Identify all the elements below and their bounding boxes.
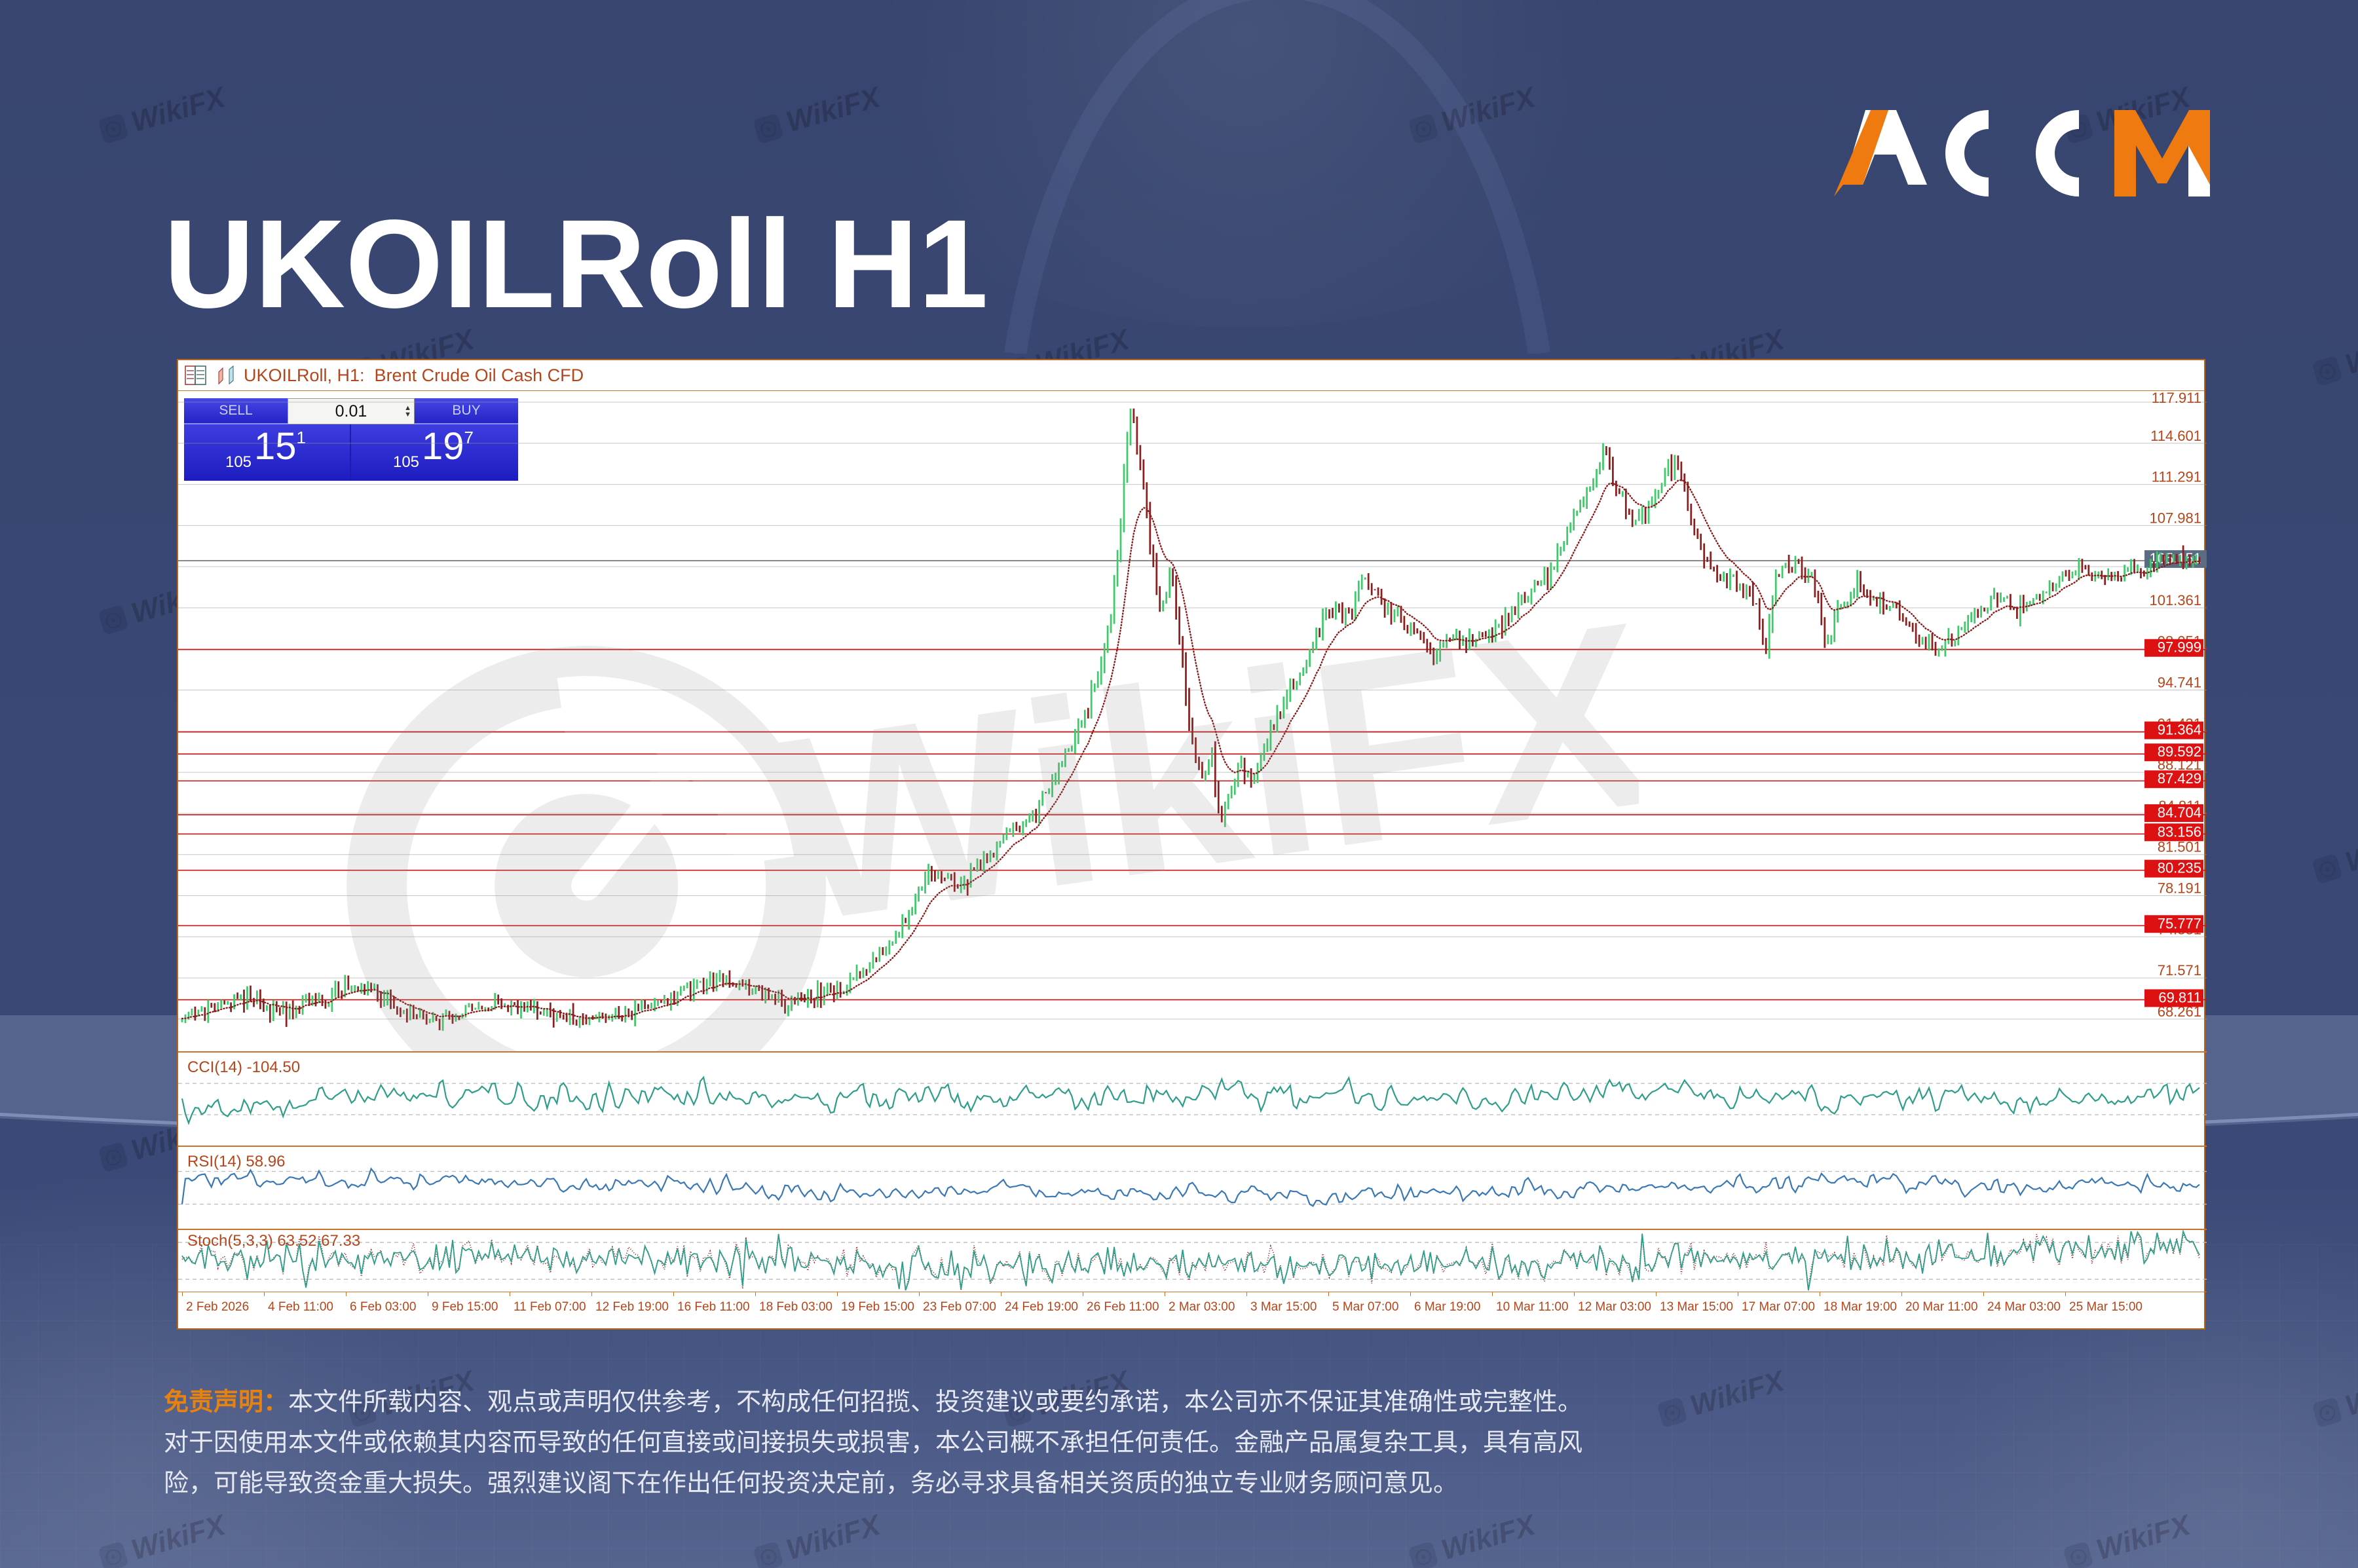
- svg-text:83.156: 83.156: [2158, 823, 2201, 840]
- svg-text:81.501: 81.501: [2158, 839, 2201, 855]
- svg-text:75.777: 75.777: [2158, 915, 2201, 931]
- svg-text:117.911: 117.911: [2152, 391, 2201, 406]
- svg-text:Stoch(5,3,3) 63.52 67.33: Stoch(5,3,3) 63.52 67.33: [187, 1232, 360, 1250]
- svg-text:CCI(14) -104.50: CCI(14) -104.50: [187, 1058, 300, 1076]
- svg-text:101.361: 101.361: [2149, 592, 2201, 608]
- svg-text:RSI(14) 58.96: RSI(14) 58.96: [187, 1153, 285, 1170]
- svg-text:69.811: 69.811: [2158, 989, 2201, 1005]
- svg-text:89.592: 89.592: [2158, 743, 2201, 760]
- svg-text:71.571: 71.571: [2158, 962, 2201, 979]
- svg-text:87.429: 87.429: [2158, 770, 2201, 787]
- svg-text:114.601: 114.601: [2150, 428, 2201, 444]
- svg-text:94.741: 94.741: [2158, 675, 2201, 691]
- svg-text:107.981: 107.981: [2149, 510, 2201, 526]
- svg-text:97.999: 97.999: [2158, 639, 2201, 656]
- svg-text:111.291: 111.291: [2152, 469, 2201, 485]
- svg-text:78.191: 78.191: [2158, 880, 2201, 896]
- svg-text:80.235: 80.235: [2158, 860, 2201, 876]
- svg-text:91.364: 91.364: [2158, 722, 2201, 738]
- svg-text:84.704: 84.704: [2158, 804, 2201, 821]
